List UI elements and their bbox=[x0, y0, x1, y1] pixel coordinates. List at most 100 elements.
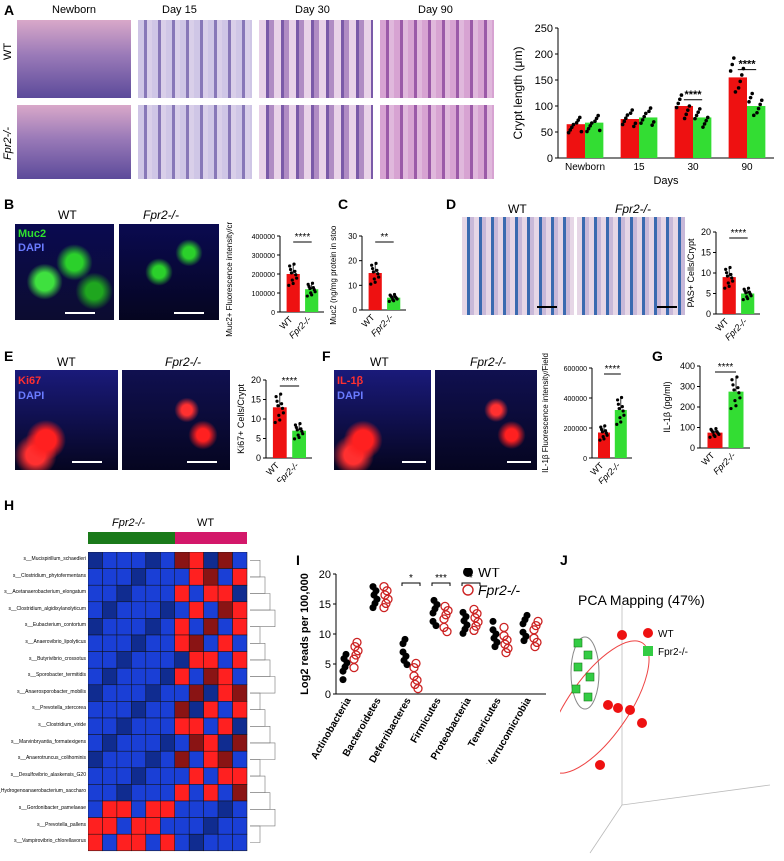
heatmap-cell bbox=[116, 601, 132, 619]
dendrogram-branch bbox=[250, 692, 261, 710]
micrograph-a-wt-newborn bbox=[17, 20, 131, 98]
panel-label-j: J bbox=[560, 552, 568, 568]
heatmap-cell bbox=[145, 784, 161, 802]
heatmap-cell bbox=[88, 784, 103, 802]
dot-fpr2 bbox=[473, 617, 483, 627]
heatmap-cell bbox=[188, 784, 204, 802]
pca-point-wt bbox=[617, 630, 627, 640]
f-stain-dapi: DAPI bbox=[337, 390, 364, 402]
x-tick-label: Fpr2-/- bbox=[711, 450, 737, 476]
data-point bbox=[598, 438, 602, 442]
dot-fpr2 bbox=[441, 610, 451, 620]
y-tick-label: 100 bbox=[535, 101, 553, 113]
data-point bbox=[292, 262, 296, 266]
data-point bbox=[705, 115, 710, 120]
dot-fpr2 bbox=[351, 650, 361, 660]
b-col-fpr2: Fpr2-/- bbox=[143, 208, 179, 222]
data-point bbox=[371, 270, 376, 274]
scale-bar bbox=[187, 461, 217, 463]
panel-label-e: E bbox=[4, 348, 14, 364]
data-point bbox=[730, 276, 734, 280]
y-tick-label: 400 bbox=[680, 361, 695, 371]
y-tick-label: 10 bbox=[701, 268, 711, 278]
data-point bbox=[593, 119, 597, 124]
data-point bbox=[574, 121, 579, 125]
data-point bbox=[280, 406, 285, 410]
data-point bbox=[578, 115, 582, 120]
heatmap-cell bbox=[88, 651, 103, 669]
heatmap-cell bbox=[116, 701, 132, 719]
data-point bbox=[597, 128, 602, 133]
data-point bbox=[730, 378, 734, 382]
dendrogram-branch bbox=[250, 742, 276, 760]
data-point bbox=[279, 392, 283, 396]
heatmap-cell bbox=[188, 568, 204, 586]
data-point bbox=[724, 271, 729, 275]
y-tick-label: 0 bbox=[271, 310, 275, 317]
heatmap-cell bbox=[131, 584, 147, 603]
heatmap-cell bbox=[232, 817, 248, 835]
data-point bbox=[616, 402, 620, 406]
pca-ellipse-fpr2 bbox=[570, 636, 600, 710]
micrograph-a-ko-d30 bbox=[259, 105, 373, 179]
data-point bbox=[576, 118, 581, 122]
heatmap-cell bbox=[102, 701, 118, 719]
data-point bbox=[387, 299, 391, 303]
data-point bbox=[625, 113, 630, 117]
heatmap-cell bbox=[131, 784, 147, 802]
data-point bbox=[279, 402, 284, 406]
data-point bbox=[618, 416, 622, 420]
data-point bbox=[308, 286, 312, 291]
dot-fpr2 bbox=[411, 658, 421, 669]
data-point bbox=[370, 266, 375, 271]
data-point bbox=[639, 121, 643, 125]
heatmap-cell bbox=[88, 817, 103, 835]
panel-label-h: H bbox=[4, 497, 15, 513]
pas-image-wt bbox=[462, 217, 574, 315]
legend-fpr2-marker bbox=[462, 584, 474, 596]
heatmap-cell bbox=[217, 701, 233, 719]
x-tick-label: Firmicutes bbox=[409, 696, 444, 746]
panel-label-a: A bbox=[4, 2, 15, 18]
heatmap-cell bbox=[174, 667, 190, 686]
heatmap-cell bbox=[188, 667, 204, 686]
heatmap-cell bbox=[217, 584, 233, 603]
heatmap-group-bar-fpr2 bbox=[88, 532, 175, 544]
dendrogram-branch bbox=[250, 809, 276, 827]
dot-fpr2 bbox=[439, 614, 449, 624]
heatmap-cell bbox=[232, 634, 248, 652]
y-tick-label: 20 bbox=[348, 257, 357, 266]
heatmap-cell bbox=[102, 601, 118, 619]
heatmap-cell bbox=[88, 552, 103, 569]
dot-fpr2 bbox=[349, 654, 359, 664]
heatmap-taxon-label: s__Clostridium_phytofermentans bbox=[12, 572, 86, 579]
heatmap-cell bbox=[188, 634, 204, 652]
dot-fpr2 bbox=[501, 647, 511, 658]
heatmap-cell bbox=[145, 618, 161, 636]
data-point bbox=[726, 281, 730, 285]
significance-label: **** bbox=[295, 232, 311, 243]
heatmap-cell bbox=[116, 568, 132, 586]
heatmap-cell bbox=[232, 750, 248, 769]
heatmap-cell bbox=[131, 701, 147, 719]
data-point bbox=[697, 107, 702, 111]
heatmap-cell bbox=[102, 784, 118, 802]
heatmap-cell bbox=[203, 584, 219, 603]
dendrogram-branch bbox=[250, 560, 261, 578]
heatmap-cell bbox=[232, 684, 248, 702]
b-stain-dapi: DAPI bbox=[18, 242, 45, 254]
data-point bbox=[594, 116, 599, 121]
y-tick-label: 30 bbox=[348, 232, 357, 241]
heatmap-cell bbox=[116, 684, 132, 702]
heatmap-cell bbox=[174, 734, 190, 752]
heatmap-cell bbox=[160, 734, 175, 752]
heatmap-cell bbox=[217, 734, 233, 752]
bar-fpr2 bbox=[639, 117, 658, 158]
heatmap-cell bbox=[116, 833, 132, 852]
data-point bbox=[615, 422, 619, 426]
dendrogram-branch bbox=[250, 643, 266, 661]
y-tick-label: 15 bbox=[701, 248, 711, 258]
data-point bbox=[288, 267, 293, 272]
